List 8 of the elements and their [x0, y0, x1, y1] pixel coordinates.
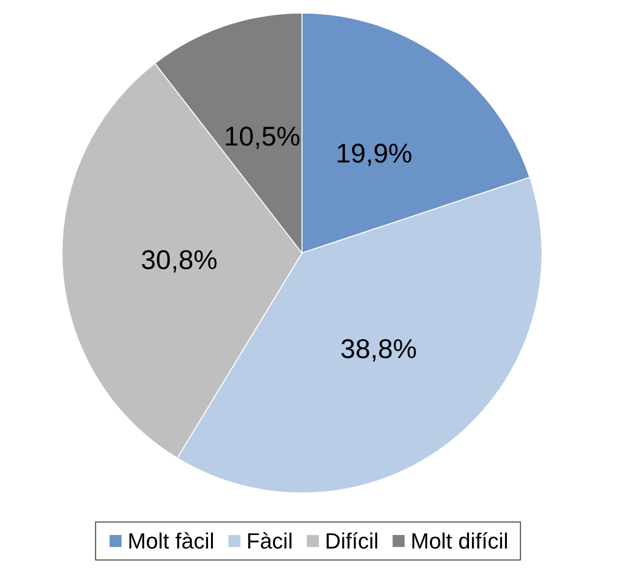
- legend-label: Molt difícil: [410, 528, 508, 554]
- legend-label: Difícil: [324, 528, 379, 554]
- data-label: 19,9%: [336, 138, 412, 168]
- data-label: 30,8%: [140, 244, 218, 275]
- legend-label: Molt fàcil: [128, 528, 214, 554]
- data-label: 38,8%: [340, 334, 417, 364]
- data-label: 10,5%: [224, 122, 300, 152]
- legend-label: Fàcil: [246, 528, 293, 554]
